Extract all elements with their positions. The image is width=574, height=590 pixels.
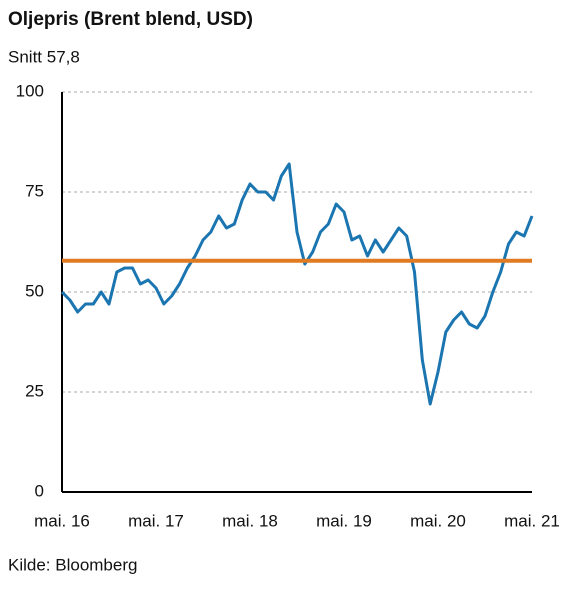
x-tick-label: mai. 16 [34,511,90,530]
x-tick-label: mai. 18 [222,511,278,530]
y-tick-label: 25 [25,381,44,400]
y-tick-label: 50 [25,281,44,300]
price-line [60,162,534,406]
y-tick-label: 75 [25,181,44,200]
chart-title: Oljepris (Brent blend, USD) [8,9,253,30]
y-tick-label: 0 [35,481,44,500]
x-tick-label: mai. 17 [128,511,184,530]
y-tick-label: 100 [16,81,44,100]
chart-subtitle: Snitt 57,8 [8,47,80,66]
x-tick-label: mai. 19 [316,511,372,530]
source: Kilde: Bloomberg [8,555,137,574]
x-tick-label: mai. 21 [504,511,560,530]
x-tick-label: mai. 20 [410,511,466,530]
